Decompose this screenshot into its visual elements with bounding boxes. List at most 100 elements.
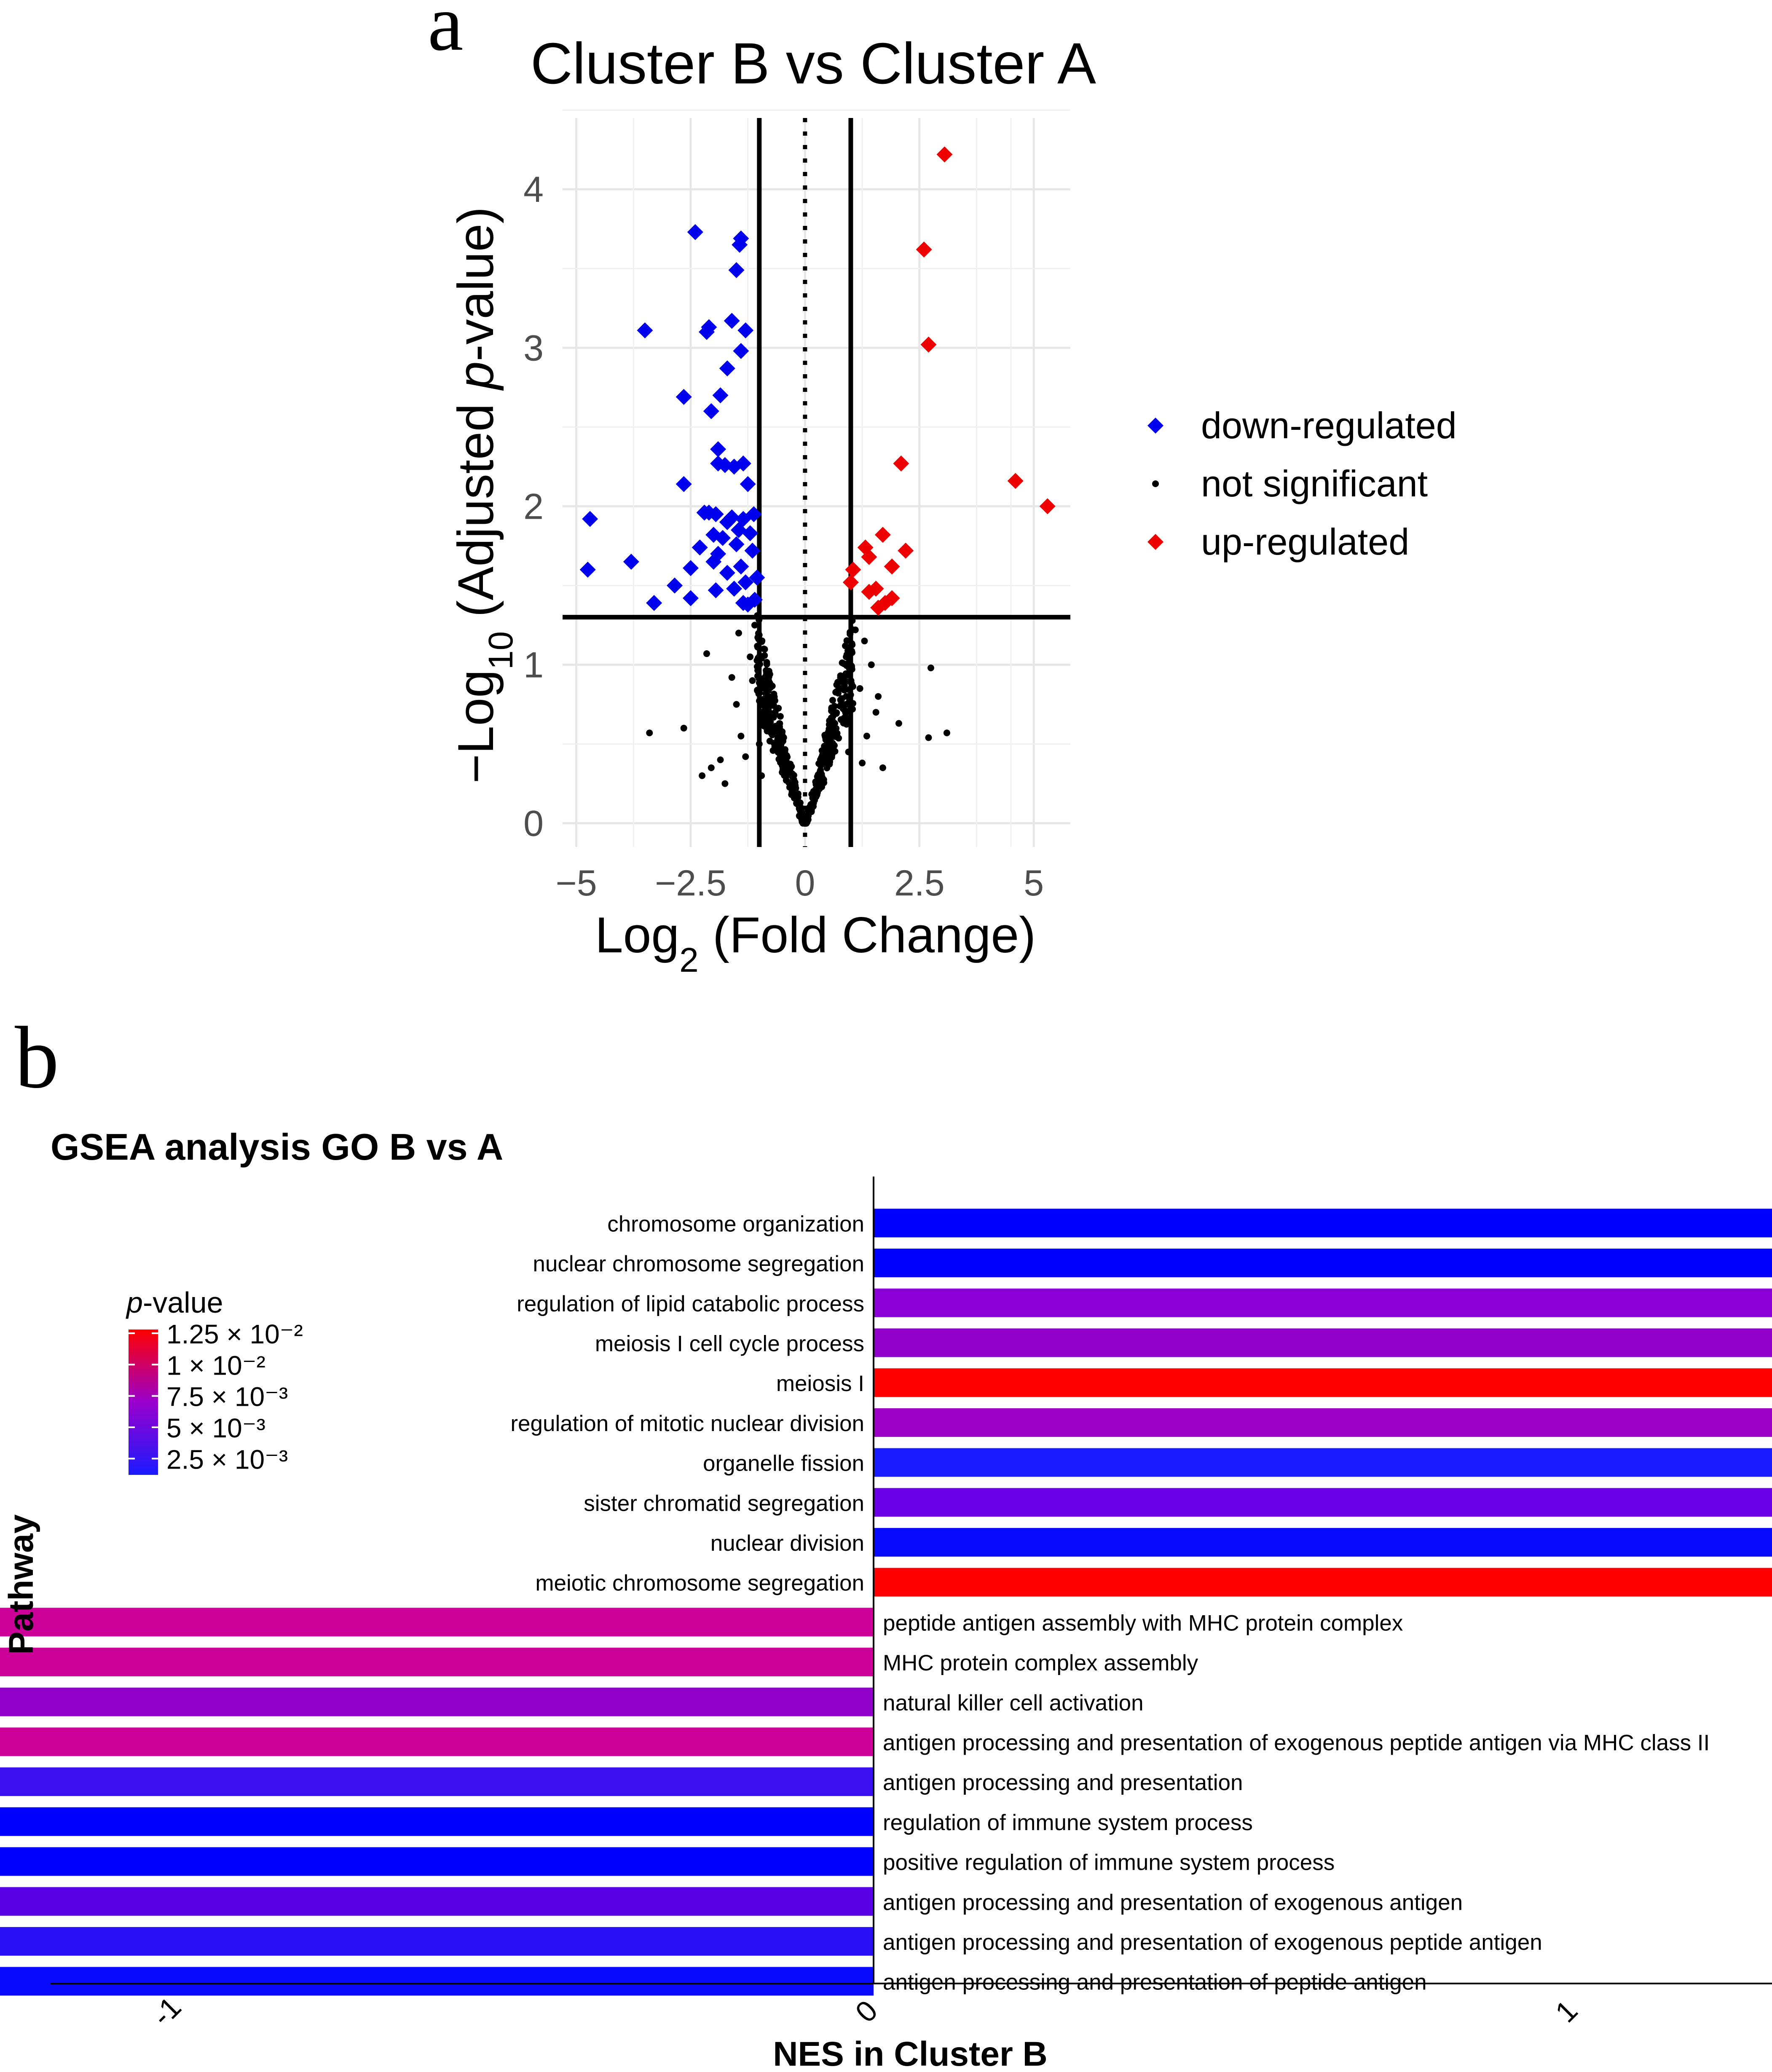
- not-significant-point: [792, 782, 799, 789]
- not-significant-point: [708, 764, 715, 771]
- up-regulated-point: [898, 542, 914, 559]
- pathway-label: positive regulation of immune system pro…: [883, 1850, 1335, 1875]
- pathway-label: chromosome organization: [607, 1212, 864, 1236]
- not-significant-point: [927, 665, 934, 672]
- colorbar-tick-label: 1.25 × 10⁻²: [166, 1319, 303, 1349]
- gsea-x-tick-labels: -2-1012: [145, 1990, 1584, 2032]
- down-regulated-point: [728, 262, 745, 279]
- not-significant-point: [778, 757, 785, 764]
- gsea-x-axis-label: NES in Cluster B: [773, 2035, 1048, 2072]
- not-significant-point: [775, 738, 782, 745]
- pathway-label: natural killer cell activation: [883, 1691, 1144, 1715]
- not-significant-point: [771, 743, 778, 750]
- colorbar-tick-label: 2.5 × 10⁻³: [166, 1444, 288, 1474]
- up-regulated-point: [893, 455, 909, 472]
- down-regulated-point: [719, 565, 735, 581]
- not-significant-point: [781, 772, 788, 779]
- not-significant-point: [756, 697, 763, 705]
- not-significant-point: [756, 678, 764, 686]
- not-significant-point: [828, 714, 835, 721]
- not-significant-point: [733, 701, 740, 708]
- pathway-label: meiosis I: [776, 1371, 864, 1396]
- not-significant-point: [742, 753, 749, 760]
- not-significant-point: [849, 617, 856, 624]
- up-regulated-point: [936, 146, 953, 163]
- not-significant-point: [772, 723, 779, 730]
- down-regulated-point: [646, 595, 662, 611]
- down-regulated-point: [745, 506, 762, 523]
- pathway-label: antigen processing and presentation of e…: [883, 1930, 1542, 1955]
- not-significant-point: [847, 630, 854, 637]
- not-significant-point: [758, 772, 765, 779]
- colorbar-tick-label: 7.5 × 10⁻³: [166, 1382, 288, 1412]
- not-significant-point: [757, 652, 764, 659]
- not-significant-point: [765, 667, 772, 675]
- not-significant-point: [810, 797, 818, 804]
- down-regulated-point: [714, 530, 731, 546]
- not-significant-point: [780, 734, 787, 741]
- not-significant-point: [849, 683, 856, 690]
- colorbar-tick-label: 5 × 10⁻³: [166, 1413, 265, 1443]
- not-significant-point: [790, 772, 797, 779]
- up-regulated-point: [874, 527, 891, 543]
- x-tick-label: 5: [1024, 863, 1044, 903]
- not-significant-point: [754, 643, 761, 651]
- volcano-y-tick-labels: 0 1 2 3 4: [523, 169, 544, 844]
- gsea-title: GSEA analysis GO B vs A: [51, 1126, 503, 1168]
- down-regulated-point: [623, 554, 639, 570]
- not-significant-point: [832, 689, 839, 696]
- gsea-bars: [0, 1209, 1772, 1996]
- nes-bar: [874, 1488, 1772, 1517]
- nes-bar: [874, 1408, 1772, 1437]
- not-significant-point: [762, 723, 769, 730]
- pathway-label: antigen processing and presentation: [883, 1770, 1243, 1795]
- not-significant-point: [817, 762, 824, 769]
- up-regulated-point: [1007, 473, 1024, 489]
- down-regulated-point: [703, 403, 719, 419]
- pathway-label: regulation of lipid catabolic process: [517, 1292, 864, 1316]
- y-label-italic: p: [448, 361, 504, 391]
- volcano-threshold-lines: [563, 118, 1070, 847]
- pathway-label: antigen processing and presentation of e…: [883, 1890, 1463, 1915]
- not-significant-point: [721, 780, 729, 787]
- not-significant-point: [828, 704, 835, 711]
- down-regulated-point: [719, 360, 735, 377]
- down-regulated-point: [724, 313, 740, 329]
- y-tick-label: 0: [523, 804, 544, 844]
- not-significant-point: [763, 661, 770, 668]
- not-significant-point: [829, 697, 836, 704]
- pathway-label: meiosis I cell cycle process: [595, 1331, 864, 1356]
- nes-bar: [874, 1528, 1772, 1557]
- not-significant-point: [833, 710, 840, 717]
- not-significant-point: [703, 650, 710, 657]
- down-regulated-point: [676, 476, 692, 492]
- not-significant-point: [845, 748, 852, 756]
- not-significant-point: [820, 755, 828, 762]
- up-regulated-point: [845, 561, 861, 578]
- down-regulated-point: [740, 476, 756, 492]
- not-significant-point: [768, 729, 775, 737]
- not-significant-point: [680, 724, 687, 732]
- x-label-main: Log: [595, 907, 679, 963]
- not-significant-point: [699, 772, 706, 779]
- x-tick-label: 1: [1549, 1994, 1584, 2029]
- not-significant-point: [735, 630, 742, 637]
- down-regulated-point: [705, 554, 722, 570]
- not-significant-point: [794, 790, 802, 797]
- not-significant-point: [861, 638, 868, 645]
- nes-bar: [0, 1608, 874, 1637]
- y-tick-label: 4: [523, 169, 544, 210]
- not-significant-point: [815, 775, 822, 783]
- pathway-label: antigen processing and presentation of e…: [883, 1730, 1710, 1755]
- down-regulated-point: [682, 560, 699, 576]
- not-significant-point: [868, 661, 875, 668]
- up-regulated-point: [1039, 498, 1056, 515]
- not-significant-point: [770, 690, 777, 697]
- nes-bar: [0, 1648, 874, 1677]
- volcano-title: Cluster B vs Cluster A: [531, 31, 1096, 96]
- pathway-label: peptide antigen assembly with MHC protei…: [883, 1611, 1403, 1635]
- nes-bar: [874, 1368, 1772, 1397]
- down-regulated-point: [742, 525, 759, 541]
- pathway-label: regulation of mitotic nuclear division: [510, 1411, 864, 1436]
- not-significant-point: [765, 673, 772, 681]
